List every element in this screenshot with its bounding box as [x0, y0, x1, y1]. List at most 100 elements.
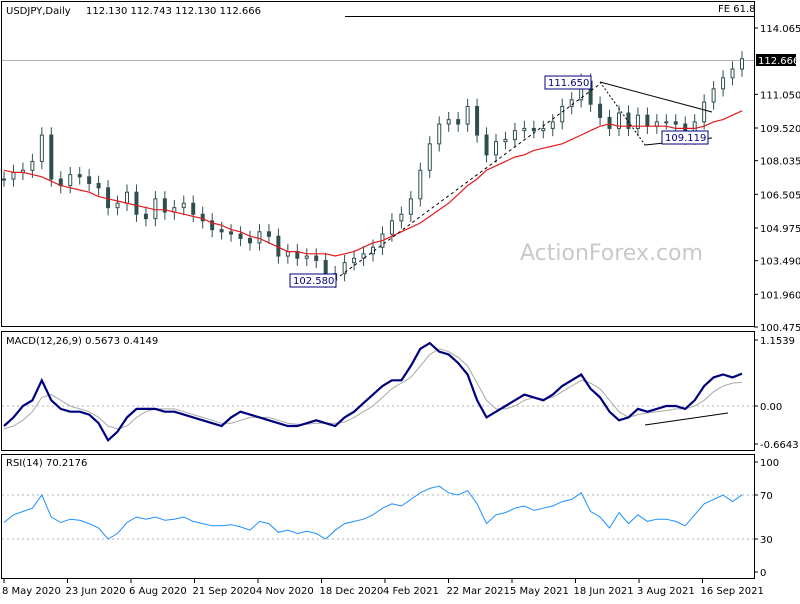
xtick-label: 16 Sep 2021: [701, 586, 764, 597]
price-bar-body: [418, 169, 423, 200]
price-ytick-label: 109.520: [760, 124, 800, 135]
price-bar-body: [304, 255, 309, 259]
price-bar-body: [560, 105, 565, 123]
last-price-text: 112.666: [758, 56, 799, 67]
price-ytick-label: 106.505: [760, 190, 800, 201]
rsi-layer: [2, 485, 754, 540]
price-bar-body: [475, 105, 480, 136]
macd-title: MACD(12,26,9) 0.5673 0.4149: [6, 336, 158, 347]
xtick-label: 5 May 2021: [510, 586, 569, 597]
price-bar-body: [607, 116, 612, 129]
price-bar-body: [49, 134, 54, 180]
xtick-label: 4 Nov 2020: [256, 586, 314, 597]
rsi-title: RSI(14) 70.2176: [6, 458, 87, 469]
price-bar-body: [361, 253, 366, 259]
last-price-box: [756, 54, 796, 66]
price-bar-body: [550, 121, 555, 129]
price-bar-body: [39, 134, 44, 162]
price-bar-body: [408, 198, 413, 215]
rsi-line: [3, 485, 743, 540]
price-bar-body: [181, 202, 186, 209]
price-ytick-label: 111.050: [760, 90, 800, 101]
xtick-label: 3 Aug 2021: [637, 586, 695, 597]
price-bar-body: [200, 213, 205, 222]
price-bar-body: [210, 220, 215, 231]
price-bar-body: [106, 187, 111, 209]
price-bar-body: [702, 101, 707, 123]
price-bar-body: [721, 77, 726, 90]
ohlc-label: 112.130 112.743 112.130 112.666: [86, 6, 261, 17]
price-bar-body: [522, 127, 527, 132]
macd-trendline: [644, 412, 729, 426]
price-bar-body: [541, 127, 546, 132]
price-bar-body: [248, 237, 252, 244]
xtick-label: 8 May 2020: [2, 586, 61, 597]
price-bar-body: [191, 202, 196, 215]
price-bar-body: [30, 160, 35, 171]
price-bar-body: [446, 119, 451, 125]
price-bar-body: [673, 121, 678, 125]
price-bar-body: [399, 213, 404, 222]
macd-line: [3, 341, 743, 443]
rsi-ytick-label: 30: [760, 535, 773, 546]
macd-signal-line: [3, 348, 743, 430]
svg-text:109.119: 109.119: [665, 133, 706, 144]
macd-ytick-label: 1.1539: [760, 336, 795, 347]
price-bar-body: [512, 130, 517, 140]
price-bar-body: [740, 58, 744, 70]
price-bar-body: [295, 251, 300, 259]
triangle-left-line: [599, 81, 646, 146]
price-bar-body: [617, 112, 621, 129]
axis-layer: 114.065 111.050 109.520 108.035 106.505 104.9…: [2, 24, 800, 597]
rsi-ytick-label: 100: [760, 458, 779, 469]
price-bar-body: [266, 231, 271, 237]
price-ytick-label: 101.960: [760, 290, 800, 301]
xtick-label: 18 Dec 2020: [320, 586, 384, 597]
price-bar-body: [427, 143, 432, 171]
price-bar-body: [494, 141, 498, 156]
price-bar-body: [77, 174, 82, 178]
price-ytick-label: 108.035: [760, 157, 800, 168]
price-bar-body: [437, 123, 442, 145]
price-bar-body: [257, 231, 262, 244]
price-bar-body: [285, 251, 290, 257]
price-bar-body: [87, 176, 92, 184]
macd-layer: [2, 341, 754, 443]
price-bar-body: [134, 191, 139, 215]
price-bar-body: [389, 220, 394, 235]
price-bar-body: [635, 114, 640, 129]
rsi-ytick-label: 70: [760, 491, 773, 502]
price-ytick-label: 103.490: [760, 257, 800, 268]
xtick-label: 21 Sep 2020: [193, 586, 256, 597]
svg-text:102.580: 102.580: [293, 276, 334, 287]
xtick-label: 18 Jun 2021: [574, 586, 634, 597]
price-bar-body: [645, 114, 650, 127]
price-bar-body: [115, 202, 120, 209]
price-layer: [2, 51, 744, 288]
rsi-ytick-label: 0: [760, 568, 766, 579]
price-bar-body: [352, 257, 357, 264]
macd-panel-frame: [1, 331, 755, 451]
price-bar-body: [125, 191, 129, 204]
price-bar-body: [153, 198, 158, 220]
price-bar-body: [11, 171, 16, 180]
price-bar-body: [162, 198, 167, 213]
fe-label: FE 61.8: [718, 4, 756, 15]
price-bar-body: [68, 174, 73, 187]
xtick-label: 23 Jun 2020: [66, 586, 126, 597]
price-bar-body: [143, 213, 148, 220]
price-bar-body: [503, 138, 508, 143]
price-ytick-label: 100.475: [760, 323, 800, 334]
price-bar-body: [96, 182, 101, 189]
macd-ytick-label: 0.00: [760, 402, 782, 413]
macd-ytick-label: -0.6643: [760, 440, 799, 451]
price-bar-body: [342, 262, 347, 275]
xtick-label: 22 Mar 2021: [447, 586, 510, 597]
price-bar-body: [229, 231, 234, 235]
price-bar-body: [730, 68, 735, 79]
watermark: ActionForex.com: [520, 241, 703, 266]
price-bar-body: [238, 233, 243, 239]
svg-text:111.650: 111.650: [548, 78, 589, 89]
price-bar-body: [664, 121, 669, 124]
